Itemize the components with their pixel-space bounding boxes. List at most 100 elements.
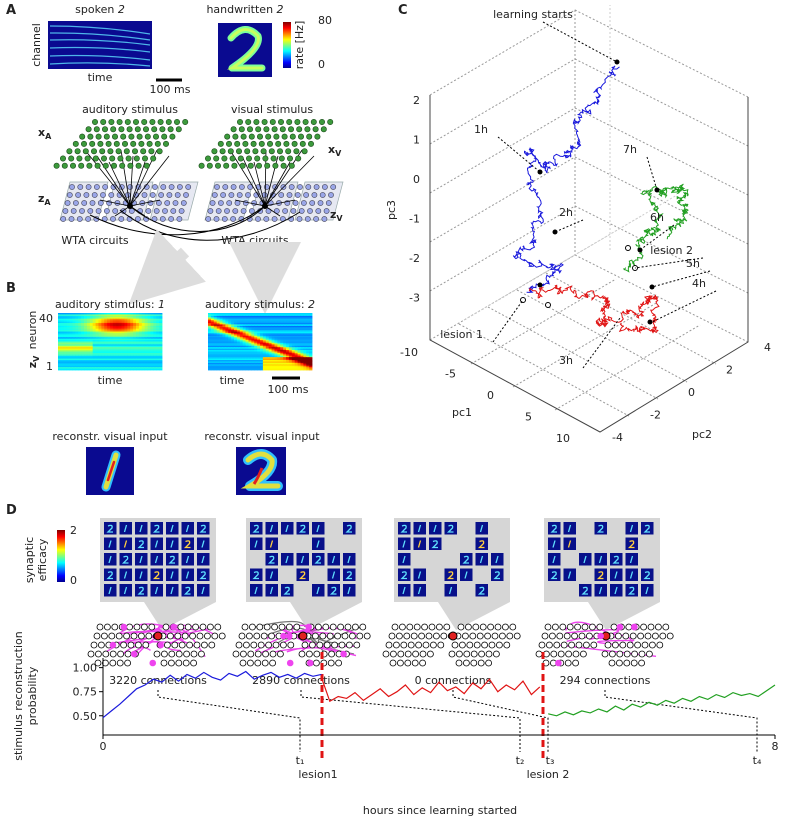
heat-cell	[92, 332, 96, 335]
neuron	[222, 184, 229, 190]
heat-cell	[133, 324, 137, 327]
node	[559, 623, 567, 631]
heat-cell	[81, 341, 85, 344]
neuron	[174, 119, 181, 126]
heat-cell	[133, 328, 137, 331]
heat-cell	[92, 350, 96, 352]
heat-cell	[208, 368, 212, 371]
heat-cell	[60, 347, 65, 350]
heat-cell	[133, 327, 137, 330]
heat-cell	[210, 338, 215, 341]
heat-cell	[294, 354, 298, 357]
heat-cell	[78, 358, 82, 361]
heat-cell	[257, 354, 261, 357]
heat-cell	[268, 322, 272, 325]
heat-cell	[234, 364, 238, 367]
heat-cell	[262, 360, 267, 362]
heat-cell	[271, 347, 275, 350]
heat-cell	[118, 334, 122, 337]
text: handwritten	[206, 3, 273, 16]
weight-stroke	[417, 540, 422, 548]
heat-cell	[236, 341, 241, 344]
heat-cell	[124, 348, 128, 351]
heat-cell	[236, 348, 241, 351]
neuron	[161, 133, 168, 140]
heat-cell	[156, 358, 160, 361]
heat-cell	[260, 357, 264, 359]
neuron	[217, 140, 224, 147]
heat-cell	[141, 358, 146, 361]
node	[181, 632, 189, 640]
heat-cell	[306, 351, 310, 354]
heat-cell	[208, 320, 212, 322]
heat-cell	[248, 352, 252, 355]
heat-cell	[66, 360, 70, 362]
heat-cell	[133, 354, 137, 357]
neuron	[313, 184, 320, 190]
heat-cell	[89, 342, 94, 345]
neuron	[251, 200, 257, 206]
heat-cell	[242, 315, 246, 318]
heat-cell	[118, 348, 122, 351]
heat-cell	[92, 320, 96, 322]
node	[644, 632, 652, 640]
heat-cell	[75, 344, 79, 347]
heat-cell	[231, 360, 235, 362]
heat-cell	[257, 328, 261, 331]
neuron	[118, 126, 125, 133]
weight-tile	[444, 522, 457, 535]
heat-cell	[283, 324, 287, 327]
neuron	[118, 216, 125, 222]
heat-cell	[63, 332, 68, 335]
heat-cell	[81, 324, 85, 327]
heat-cell	[141, 364, 146, 367]
heat-cell	[277, 337, 281, 340]
heat-cell	[208, 321, 212, 324]
heat-cell	[133, 347, 137, 350]
heat-cell	[265, 347, 270, 350]
heat-cell	[112, 358, 117, 361]
leader	[542, 21, 618, 63]
weight-stroke	[417, 571, 422, 579]
heat-cell	[130, 321, 134, 324]
heat-cell	[309, 327, 313, 330]
heat-cell	[98, 364, 102, 367]
tick-label: -2	[409, 252, 420, 265]
neuron	[318, 119, 325, 126]
heat-cell	[280, 351, 284, 354]
heat-cell	[260, 321, 264, 324]
heat-cell	[222, 360, 226, 362]
heat-cell	[110, 345, 114, 348]
heat-cell	[136, 340, 140, 342]
heat-cell	[98, 360, 102, 362]
node	[649, 641, 656, 649]
heat-cell	[265, 314, 270, 317]
heat-cell	[274, 348, 278, 351]
weight-stroke	[347, 555, 351, 564]
heat-cell	[130, 347, 134, 350]
heat-cell	[112, 355, 117, 358]
node	[285, 623, 293, 631]
heat-cell	[251, 337, 255, 340]
heat-cell	[138, 358, 143, 361]
heat-cell	[208, 340, 212, 342]
heat-cell	[251, 347, 255, 350]
heat-cell	[150, 348, 154, 351]
heat-cell	[242, 350, 246, 352]
heat-cell	[110, 348, 114, 351]
heat-cell	[84, 367, 88, 369]
heat-cell	[309, 337, 313, 340]
heat-cell	[75, 335, 79, 338]
heat-cell	[150, 365, 154, 368]
heat-cell	[72, 358, 76, 361]
connection	[229, 149, 266, 207]
heat-cell	[291, 337, 296, 340]
heat-cell	[81, 334, 85, 337]
node	[495, 641, 503, 649]
heat-cell	[63, 321, 68, 324]
node	[301, 641, 309, 649]
heat-cell	[208, 330, 212, 332]
heat-cell	[268, 332, 272, 335]
heat-cell	[144, 361, 148, 364]
heat-cell	[260, 315, 264, 318]
